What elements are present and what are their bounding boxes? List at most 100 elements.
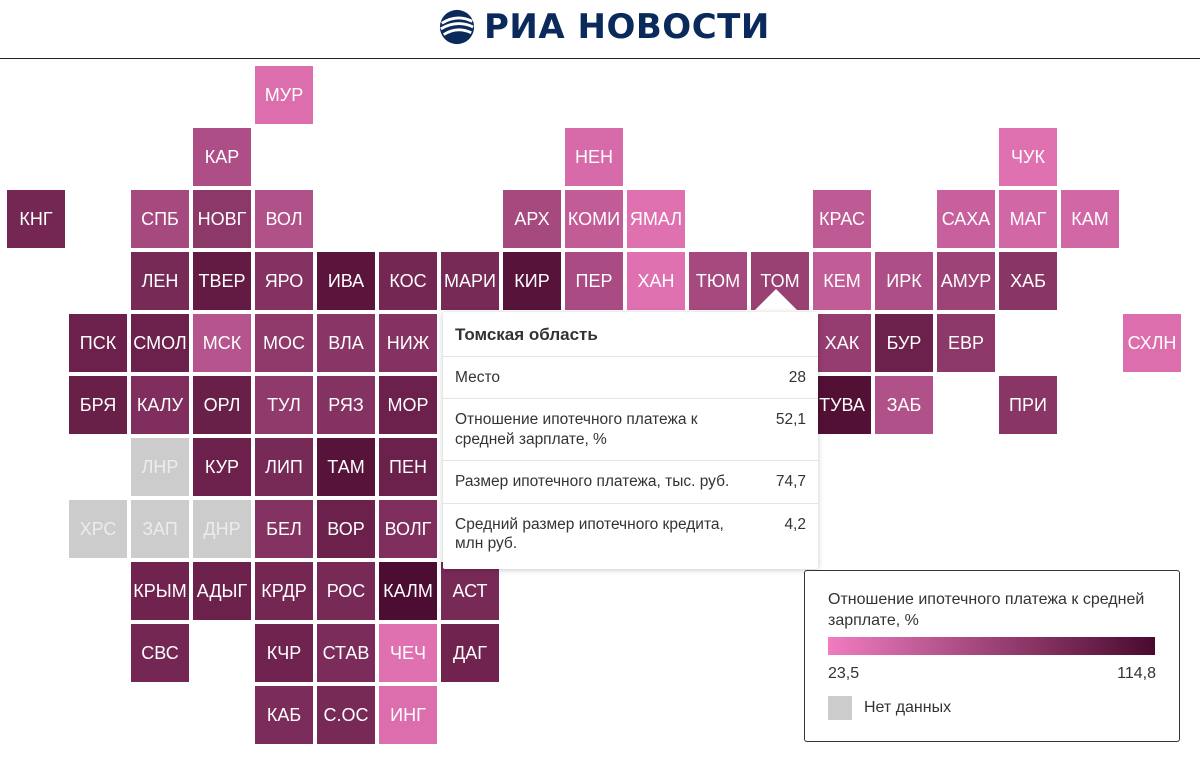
- tooltip-row: Место 28: [443, 357, 818, 400]
- region-tile-яро[interactable]: ЯРО: [255, 252, 313, 310]
- region-tile-бел[interactable]: БЕЛ: [255, 500, 313, 558]
- color-legend: Отношение ипотечного платежа к средней з…: [804, 570, 1180, 742]
- tooltip-row-label: Место: [455, 369, 501, 386]
- region-tile-лип[interactable]: ЛИП: [255, 438, 313, 496]
- region-tile-волг[interactable]: ВОЛГ: [379, 500, 437, 558]
- region-tile-кур[interactable]: КУР: [193, 438, 251, 496]
- region-tile-ямал[interactable]: ЯМАЛ: [627, 190, 685, 248]
- logo-text: РИА НОВОСТИ: [484, 7, 770, 47]
- region-tile-хак[interactable]: ХАК: [813, 314, 871, 372]
- tooltip-arrow: [752, 289, 800, 313]
- region-tile-кнг[interactable]: КНГ: [7, 190, 65, 248]
- region-tile-хрс[interactable]: ХРС: [69, 500, 127, 558]
- region-tile-орл[interactable]: ОРЛ: [193, 376, 251, 434]
- ria-logo[interactable]: РИА НОВОСТИ: [438, 6, 770, 48]
- region-tile-тюм[interactable]: ТЮМ: [689, 252, 747, 310]
- region-tile-ирк[interactable]: ИРК: [875, 252, 933, 310]
- region-tile-мур[interactable]: МУР: [255, 66, 313, 124]
- region-tile-кир[interactable]: КИР: [503, 252, 561, 310]
- region-tile-тува[interactable]: ТУВА: [813, 376, 871, 434]
- region-tile-мос[interactable]: МОС: [255, 314, 313, 372]
- legend-no-data-label: Нет данных: [864, 699, 952, 716]
- tooltip-row-value: 74,7: [775, 473, 806, 491]
- region-tile-став[interactable]: СТАВ: [317, 624, 375, 682]
- region-tile-кем[interactable]: КЕМ: [813, 252, 871, 310]
- region-tile-мари[interactable]: МАРИ: [441, 252, 499, 310]
- region-tile-твер[interactable]: ТВЕР: [193, 252, 251, 310]
- tooltip-row-label: Размер ипотечного платежа, тыс. руб.: [455, 473, 730, 491]
- region-tile-мск[interactable]: МСК: [193, 314, 251, 372]
- region-tile-инг[interactable]: ИНГ: [379, 686, 437, 744]
- tooltip-row-label: Отношение ипотечного платежа к средней з…: [455, 411, 698, 448]
- region-tile-амур[interactable]: АМУР: [937, 252, 995, 310]
- region-tile-вол[interactable]: ВОЛ: [255, 190, 313, 248]
- region-tile-ряз[interactable]: РЯЗ: [317, 376, 375, 434]
- region-tile-саха[interactable]: САХА: [937, 190, 995, 248]
- region-tile-чеч[interactable]: ЧЕЧ: [379, 624, 437, 682]
- region-tile-тул[interactable]: ТУЛ: [255, 376, 313, 434]
- legend-title: Отношение ипотечного платежа к средней з…: [828, 591, 1145, 629]
- region-tile-кчр[interactable]: КЧР: [255, 624, 313, 682]
- region-tile-рос[interactable]: РОС: [317, 562, 375, 620]
- region-tile-пск[interactable]: ПСК: [69, 314, 127, 372]
- region-tile-хан[interactable]: ХАН: [627, 252, 685, 310]
- region-tile-бур[interactable]: БУР: [875, 314, 933, 372]
- region-tile-калм[interactable]: КАЛМ: [379, 562, 437, 620]
- legend-no-data-swatch: [828, 696, 852, 720]
- region-tile-свс[interactable]: СВС: [131, 624, 189, 682]
- region-tile-ива[interactable]: ИВА: [317, 252, 375, 310]
- tooltip-row-value: 4,2: [784, 515, 806, 533]
- tooltip-row: Размер ипотечного платежа, тыс. руб. 74,…: [443, 461, 818, 504]
- region-tile-маг[interactable]: МАГ: [999, 190, 1057, 248]
- region-tile-арх[interactable]: АРХ: [503, 190, 561, 248]
- region-tile-бря[interactable]: БРЯ: [69, 376, 127, 434]
- region-tile-каб[interactable]: КАБ: [255, 686, 313, 744]
- legend-max-value: 114,8: [1117, 665, 1156, 682]
- region-tile-с.ос[interactable]: С.ОС: [317, 686, 375, 744]
- globe-logo-icon: [439, 9, 475, 45]
- region-tile-крдр[interactable]: КРДР: [255, 562, 313, 620]
- legend-gradient-bar: [828, 637, 1155, 655]
- header-bar: РИА НОВОСТИ: [0, 0, 1200, 59]
- region-tile-вла[interactable]: ВЛА: [317, 314, 375, 372]
- tooltip-row: Отношение ипотечного платежа к средней з…: [443, 399, 818, 462]
- region-tile-хаб[interactable]: ХАБ: [999, 252, 1057, 310]
- region-tile-даг[interactable]: ДАГ: [441, 624, 499, 682]
- region-tile-спб[interactable]: СПБ: [131, 190, 189, 248]
- region-tile-там[interactable]: ТАМ: [317, 438, 375, 496]
- region-tile-чук[interactable]: ЧУК: [999, 128, 1057, 186]
- region-tile-калу[interactable]: КАЛУ: [131, 376, 189, 434]
- tooltip-row-value: 28: [788, 369, 806, 386]
- tooltip-row-value: 52,1: [775, 411, 806, 429]
- region-tile-при[interactable]: ПРИ: [999, 376, 1057, 434]
- region-tile-заб[interactable]: ЗАБ: [875, 376, 933, 434]
- region-tile-нен[interactable]: НЕН: [565, 128, 623, 186]
- region-tile-ниж[interactable]: НИЖ: [379, 314, 437, 372]
- region-tile-схлн[interactable]: СХЛН: [1123, 314, 1181, 372]
- region-tile-адыг[interactable]: АДЫГ: [193, 562, 251, 620]
- region-tile-зап[interactable]: ЗАП: [131, 500, 189, 558]
- region-tile-крас[interactable]: КРАС: [813, 190, 871, 248]
- region-tile-вор[interactable]: ВОР: [317, 500, 375, 558]
- region-tile-кос[interactable]: КОС: [379, 252, 437, 310]
- tooltip-title: Томская область: [443, 312, 818, 357]
- region-tile-мор[interactable]: МОР: [379, 376, 437, 434]
- region-tile-аст[interactable]: АСТ: [441, 562, 499, 620]
- region-tile-пер[interactable]: ПЕР: [565, 252, 623, 310]
- legend-min-value: 23,5: [828, 665, 860, 682]
- tooltip-row-label: Средний размер ипотечного кредита, млн р…: [455, 515, 724, 552]
- region-tile-днр[interactable]: ДНР: [193, 500, 251, 558]
- region-tile-новг[interactable]: НОВГ: [193, 190, 251, 248]
- region-tooltip: Томская область Место 28 Отношение ипоте…: [443, 312, 818, 569]
- region-tile-пен[interactable]: ПЕН: [379, 438, 437, 496]
- region-tile-коми[interactable]: КОМИ: [565, 190, 623, 248]
- region-tile-лен[interactable]: ЛЕН: [131, 252, 189, 310]
- region-tile-кар[interactable]: КАР: [193, 128, 251, 186]
- region-tile-крым[interactable]: КРЫМ: [131, 562, 189, 620]
- region-tile-смол[interactable]: СМОЛ: [131, 314, 189, 372]
- region-tile-евр[interactable]: ЕВР: [937, 314, 995, 372]
- region-tile-лнр[interactable]: ЛНР: [131, 438, 189, 496]
- tooltip-row: Средний размер ипотечного кредита, млн р…: [443, 504, 818, 565]
- region-tile-кам[interactable]: КАМ: [1061, 190, 1119, 248]
